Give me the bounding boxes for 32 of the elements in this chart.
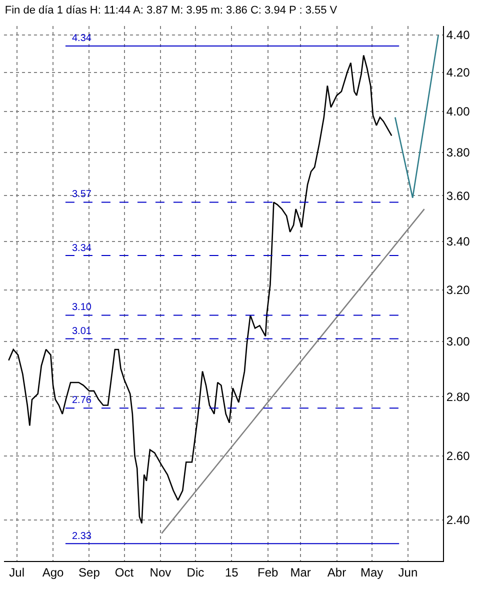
x-tick-label: Jun — [398, 565, 418, 580]
x-tick-label: Jul — [9, 565, 25, 580]
y-tick-label: 3.20 — [446, 283, 470, 298]
chart-title: Fin de día 1 días H: 11:44 A: 3.87 M: 3.95 m: 3.86 C: 3.94 P : 3.55 V — [4, 4, 338, 17]
ref-line-label: 2.76 — [72, 395, 92, 406]
x-tick-label: Ago — [42, 565, 64, 580]
x-tick-label: 15 — [224, 565, 239, 580]
line-series — [8, 54, 392, 524]
ref-line-label: 3.57 — [72, 189, 92, 200]
y-tick-label: 2.80 — [446, 390, 470, 404]
ref-line-label: 4.34 — [72, 33, 92, 44]
y-tick-label: 4.40 — [446, 28, 470, 42]
x-tick-label: Abr — [327, 565, 346, 580]
x-tick-label: Nov — [150, 565, 172, 580]
y-tick-label: 4.00 — [446, 104, 470, 118]
ref-line-label: 2.33 — [72, 531, 92, 542]
y-tick-label: 2.40 — [446, 513, 470, 528]
x-tick-label: Feb — [258, 565, 279, 580]
y-tick-label: 3.60 — [446, 188, 470, 203]
y-tick-label: 2.60 — [446, 449, 470, 464]
y-tick-label: 3.80 — [446, 146, 470, 160]
x-tick-label: Sep — [78, 565, 100, 580]
x-tick-label: Oct — [114, 565, 134, 580]
ref-line-label: 3.01 — [72, 326, 92, 337]
y-tick-label: 3.40 — [446, 234, 470, 249]
y-tick-label: 4.20 — [446, 65, 470, 80]
x-tick-label: Mar — [290, 565, 311, 580]
ref-line-label: 3.10 — [72, 302, 92, 313]
ref-line-label: 3.34 — [72, 243, 92, 254]
y-tick-label: 3.00 — [446, 334, 470, 349]
x-tick-label: May — [360, 565, 384, 580]
x-tick-label: Dic — [186, 565, 204, 580]
